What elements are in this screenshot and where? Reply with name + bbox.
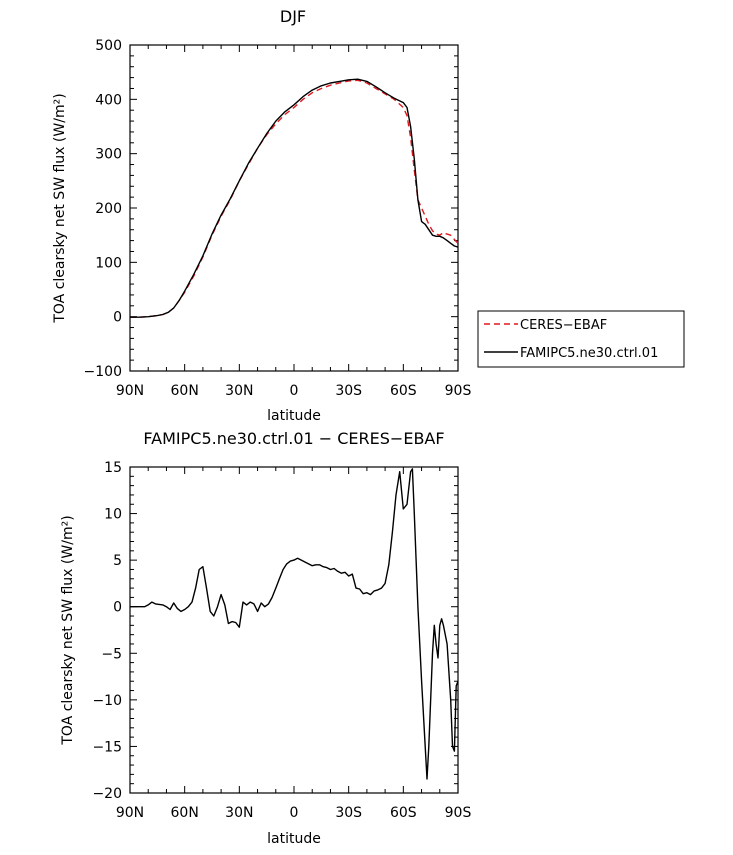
bottom-x-tick-label: 90S xyxy=(445,805,472,821)
bottom-y-tick-label: −15 xyxy=(92,739,122,755)
top-series-group xyxy=(130,78,459,318)
bottom-y-axis-label: TOA clearsky net SW flux (W/m²) xyxy=(60,515,76,745)
top-y-tick-label: 400 xyxy=(95,92,122,108)
legend-label-ceres: CERES−EBAF xyxy=(520,318,607,333)
bottom-y-tick-label: −10 xyxy=(92,693,122,709)
top-y-tick-label: 0 xyxy=(113,310,122,326)
top-x-tick-label: 60N xyxy=(171,383,199,399)
bottom-y-tick-label: 0 xyxy=(113,600,122,616)
bottom-series-line-series-0 xyxy=(130,468,459,780)
top-chart-title: DJF xyxy=(280,7,306,26)
bottom-axis-ticks: 90N 60N 30N 0 30S 60S 90S −20 −15 −10 −5 0 5 10 15 xyxy=(92,460,471,821)
bottom-y-tick-label: 15 xyxy=(104,460,122,476)
bottom-x-tick-label: 30N xyxy=(225,805,253,821)
bottom-x-tick-label: 60S xyxy=(390,805,417,821)
top-x-tick-label: 30S xyxy=(335,383,362,399)
difference-panel: FAMIPC5.ne30.ctrl.01 − CERES−EBAF 90N 60N… xyxy=(60,429,471,847)
bottom-x-tick-label: 0 xyxy=(290,805,299,821)
top-x-tick-label: 90S xyxy=(445,383,472,399)
top-y-tick-label: −100 xyxy=(84,364,122,380)
climatology-panel: DJF 90N 60N 30N 0 30S 60S 90S −100 0 100 200 300 400… xyxy=(52,7,471,424)
bottom-x-tick-label: 90N xyxy=(116,805,144,821)
bottom-x-axis-label: latitude xyxy=(267,831,321,847)
bottom-x-tick-label: 60N xyxy=(171,805,199,821)
top-y-axis-label: TOA clearsky net SW flux (W/m²) xyxy=(52,93,68,323)
bottom-y-tick-label: 5 xyxy=(113,553,122,569)
legend-label-famipc5: FAMIPC5.ne30.ctrl.01 xyxy=(520,346,658,361)
bottom-x-tick-label: 30S xyxy=(335,805,362,821)
legend: CERES−EBAF FAMIPC5.ne30.ctrl.01 xyxy=(477,310,685,368)
legend-box xyxy=(477,310,685,368)
top-plot-frame xyxy=(129,44,459,372)
top-axis-ticks: 90N 60N 30N 0 30S 60S 90S −100 0 100 200 300 400 500 xyxy=(84,38,472,399)
bottom-chart-title: FAMIPC5.ne30.ctrl.01 − CERES−EBAF xyxy=(143,429,444,448)
top-y-tick-label: 200 xyxy=(95,201,122,217)
top-x-tick-label: 0 xyxy=(290,383,299,399)
bottom-y-tick-label: −5 xyxy=(101,646,122,662)
top-y-tick-label: 500 xyxy=(95,38,122,54)
bottom-y-tick-label: 10 xyxy=(104,507,122,523)
top-series-line-famipc5-ne30-ctrl-01 xyxy=(130,78,459,318)
top-x-tick-label: 60S xyxy=(390,383,417,399)
top-x-axis-label: latitude xyxy=(267,408,321,424)
top-y-tick-label: 100 xyxy=(95,255,122,271)
top-x-tick-label: 90N xyxy=(116,383,144,399)
bottom-y-tick-label: −20 xyxy=(92,786,122,802)
top-y-tick-label: 300 xyxy=(95,147,122,163)
bottom-plot-frame xyxy=(129,466,459,794)
bottom-series-group xyxy=(130,468,459,780)
top-x-tick-label: 30N xyxy=(225,383,253,399)
